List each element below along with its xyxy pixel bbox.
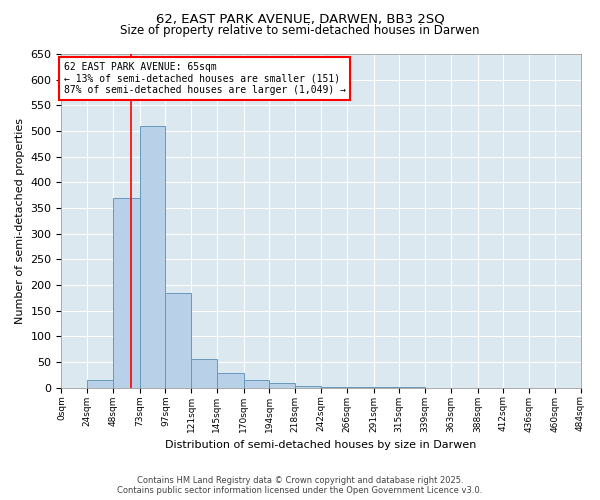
- Bar: [191, 360, 217, 388]
- Bar: [374, 387, 399, 388]
- Bar: [321, 386, 347, 388]
- Bar: [295, 386, 321, 388]
- X-axis label: Distribution of semi-detached houses by size in Darwen: Distribution of semi-detached houses by …: [165, 440, 476, 450]
- Bar: [269, 382, 295, 388]
- Bar: [140, 126, 166, 388]
- Bar: [87, 380, 113, 388]
- Y-axis label: Number of semi-detached properties: Number of semi-detached properties: [15, 118, 25, 324]
- Bar: [166, 292, 191, 388]
- Text: 62 EAST PARK AVENUE: 65sqm
← 13% of semi-detached houses are smaller (151)
87% o: 62 EAST PARK AVENUE: 65sqm ← 13% of semi…: [64, 62, 346, 95]
- Bar: [347, 387, 374, 388]
- Text: 62, EAST PARK AVENUE, DARWEN, BB3 2SQ: 62, EAST PARK AVENUE, DARWEN, BB3 2SQ: [155, 12, 445, 26]
- Text: Size of property relative to semi-detached houses in Darwen: Size of property relative to semi-detach…: [120, 24, 480, 37]
- Bar: [217, 374, 244, 388]
- Bar: [399, 387, 425, 388]
- Bar: [113, 198, 140, 388]
- Text: Contains HM Land Registry data © Crown copyright and database right 2025.
Contai: Contains HM Land Registry data © Crown c…: [118, 476, 482, 495]
- Bar: [244, 380, 269, 388]
